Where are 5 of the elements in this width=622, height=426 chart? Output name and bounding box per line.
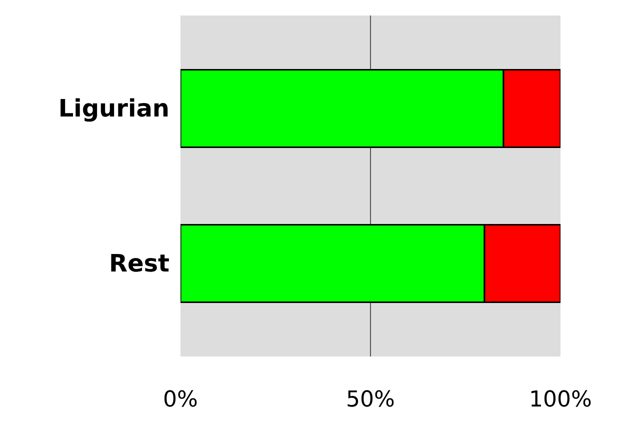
- y-tick-label: Rest: [108, 250, 170, 278]
- x-tick-label: 0%: [163, 388, 198, 412]
- x-tick-label: 50%: [346, 388, 395, 412]
- y-tick-label: Ligurian: [58, 94, 170, 122]
- x-tick-label: 100%: [529, 388, 592, 412]
